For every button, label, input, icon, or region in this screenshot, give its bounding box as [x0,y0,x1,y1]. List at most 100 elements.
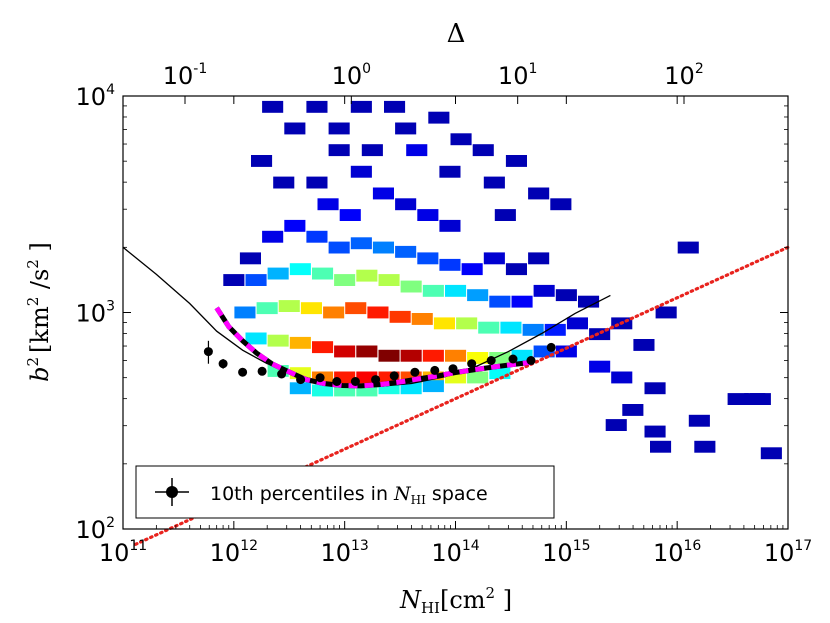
density-cell [334,371,356,384]
density-cell [389,310,411,323]
density-cell [433,317,455,330]
density-cell [456,317,478,330]
density-cell [384,100,406,113]
density-cell [312,267,334,280]
x-tick-label: 1011 [99,538,147,567]
plot-frame [122,95,789,530]
density-cell [289,382,311,395]
density-cell [445,371,467,384]
density-cell [345,302,367,315]
density-cell [461,263,483,276]
top-tick-label-mantissa: 10 [332,62,363,90]
density-cell [650,440,672,453]
x-tick-label-mantissa: 10 [431,539,462,567]
x-axis-title-main: N [399,586,422,614]
density-cell [655,306,677,319]
y-axis-title-unit-mid: /s [26,269,54,297]
density-cell [694,440,716,453]
density-cell [483,252,505,265]
y-axis-title-exp: 2 [24,357,42,367]
density-cell [445,349,467,362]
legend-marker-point [166,486,178,498]
density-cell [411,313,433,325]
density-cell [555,289,577,302]
dashed-fit-outline [214,306,534,389]
y-axis-title-unit-close: ] [26,242,54,259]
legend: 10th percentiles in NHI space [135,465,555,519]
density-cell [760,447,782,460]
density-cell [284,219,306,232]
density-cell [622,404,644,416]
density-cell [528,252,550,265]
density-cell [378,349,400,362]
y-axis-title: b2[km2 /s2 ] [24,242,54,382]
density-cell [439,165,461,178]
x-tick-label-mantissa: 10 [542,539,573,567]
density-cell [644,382,666,395]
density-cell [323,306,345,319]
x-tick-label: 1013 [320,538,368,567]
density-cell [450,133,472,146]
top-tick-label-mantissa: 10 [163,62,194,90]
y-tick-label-exponent: 4 [106,82,115,98]
x-tick-label-exponent: 17 [794,538,812,554]
density-cell [472,144,494,157]
density-cell [245,274,267,286]
top-axis-title: Δ [447,19,466,49]
percentile-point [296,375,306,385]
density-cell [489,367,511,380]
top-tick-label: 100 [332,61,371,90]
density-cell [445,284,467,297]
density-cell [578,295,600,308]
density-cell [289,336,311,349]
percentile-point [448,364,458,374]
top-tick-label-exponent: 0 [362,61,371,77]
density-cell [505,263,527,276]
y-tick-label-mantissa: 10 [76,300,107,328]
density-cell [350,100,372,113]
x-tick-label-mantissa: 10 [99,539,130,567]
density-cell [267,267,289,280]
x-tick-label-exponent: 11 [129,538,147,554]
x-tick-label-exponent: 14 [462,538,480,554]
density-cell [422,380,444,393]
density-cell [467,371,489,384]
density-cell [522,323,544,336]
density-cell [500,321,522,334]
density-cell [566,317,588,330]
percentile-point [410,367,420,377]
density-cell [334,345,356,358]
density-cell [550,198,572,211]
percentile-point [486,356,496,365]
density-cell [439,219,461,232]
percentile-point [218,359,228,369]
x-tick-label-mantissa: 10 [320,539,351,567]
density-cell [589,360,611,373]
y-tick-label: 104 [76,82,116,111]
density-cell [378,382,400,395]
density-cell [245,332,267,345]
density-cell [417,209,439,221]
density-cell [372,241,394,254]
legend-label-math: N [393,483,412,505]
density-cell [489,295,511,308]
x-axis-title-sub: HI [421,599,440,617]
density-cell [284,122,306,135]
density-cell [727,393,749,405]
top-tick-label-exponent: 1 [528,61,537,77]
density-cell [350,237,372,250]
density-cell [312,341,334,354]
density-cell [306,230,328,243]
density-cell [306,100,328,113]
density-cell [273,176,295,189]
x-axis-title: NHI[cm2 ] [399,584,512,617]
y-tick-label-exponent: 3 [106,299,115,315]
density-cell [467,289,489,302]
density-cell [395,198,417,211]
density-cell [328,144,350,157]
density-cell [633,339,655,351]
x-tick-label: 1015 [542,538,590,567]
percentile-point [350,377,360,386]
